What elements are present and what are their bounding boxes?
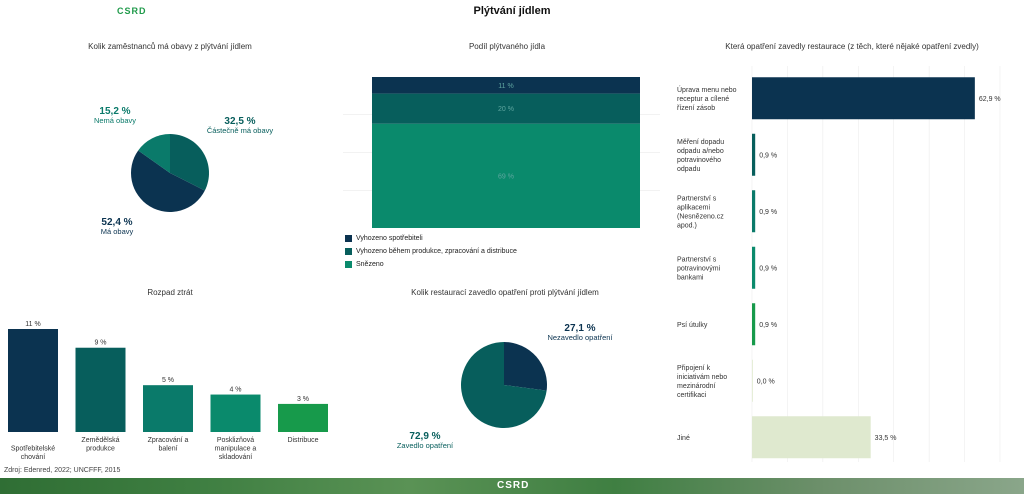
stacked-segment bbox=[372, 123, 640, 228]
hbar-category-label: odpadu bbox=[677, 166, 700, 173]
hbar bbox=[752, 190, 756, 233]
pie-measures-chart bbox=[460, 342, 547, 428]
bar-category-label: balení bbox=[158, 446, 177, 453]
pie-measures-title: Kolik restaurací zavedlo opatření proti … bbox=[411, 288, 599, 297]
hbar bbox=[752, 359, 753, 402]
hbar bbox=[752, 416, 871, 459]
stacked-segment-label: 11 % bbox=[498, 83, 513, 90]
stacked-share-chart: 11 % 20 % 69 % bbox=[343, 77, 660, 228]
pie-slice bbox=[131, 150, 205, 212]
hbar bbox=[752, 133, 756, 176]
legend-item: Vyhozeno spotřebiteli bbox=[345, 232, 517, 245]
pie-slice bbox=[138, 134, 170, 173]
hbar-category-label: odpadu a/nebo bbox=[677, 148, 724, 155]
stacked-title: Podíl plýtvaného jídla bbox=[468, 42, 546, 51]
bar-value-label: 3 % bbox=[297, 396, 309, 403]
pie2-label-yes: 72,9 % Zavedlo opatření bbox=[396, 431, 454, 450]
bar-value-label: 4 % bbox=[229, 387, 241, 394]
bar bbox=[75, 347, 126, 432]
hbar-category-label: (Nesnězeno.cz bbox=[677, 213, 724, 220]
footer-banner bbox=[0, 478, 1024, 494]
hbar-category-label: Připojení k bbox=[677, 365, 711, 372]
measures-hbar-chart: 62,9 % Úprava menu nebo receptur a cílené ř… bbox=[677, 66, 1001, 462]
hbar-category-label: certifikaci bbox=[677, 392, 707, 399]
hbar-category-label: bankami bbox=[677, 274, 704, 281]
measures-title: Která opatření zavedly restaurace (z těc… bbox=[725, 42, 979, 51]
page-title: Plýtvání jídlem bbox=[473, 5, 551, 17]
hbar-category-label: řízení zásob bbox=[677, 105, 715, 112]
bar-category-label: chování bbox=[21, 454, 46, 461]
hbar-value-label: 0,9 % bbox=[759, 322, 777, 329]
hbar-category-label: Měření dopadu bbox=[677, 139, 724, 146]
bar-category-label: Zemědělská bbox=[81, 437, 119, 444]
hbar-value-label: 0,0 % bbox=[757, 378, 775, 385]
hbar-category-label: Jiné bbox=[677, 435, 690, 442]
csrd-logo: CSRD bbox=[117, 6, 147, 16]
hbar-category-label: iniciativám nebo bbox=[677, 374, 727, 381]
hbar bbox=[752, 77, 975, 120]
bar bbox=[143, 385, 193, 432]
hbar-value-label: 0,9 % bbox=[759, 209, 777, 216]
bar-category-label: skladování bbox=[219, 454, 253, 461]
pie2-label-not: 27,1 % Nezavedlo opatření bbox=[547, 323, 613, 342]
hbar-value-label: 0,9 % bbox=[759, 152, 777, 159]
stacked-segment bbox=[372, 93, 640, 124]
bar bbox=[210, 394, 261, 432]
hbar bbox=[752, 246, 756, 289]
hbar-value-label: 0,9 % bbox=[759, 265, 777, 272]
hbar-category-label: aplikacemi bbox=[677, 204, 711, 211]
hbar-value-label: 33,5 % bbox=[875, 435, 897, 442]
bar-category-label: manipulace a bbox=[215, 446, 257, 453]
pie-slice bbox=[504, 342, 547, 391]
bar-category-label: produkce bbox=[86, 446, 115, 453]
hbar-category-label: potravinového bbox=[677, 157, 721, 164]
bar-value-label: 11 % bbox=[25, 321, 40, 328]
pie-concern-chart bbox=[131, 134, 210, 212]
hbar-category-label: apod.) bbox=[677, 222, 697, 229]
bar-category-label: Zpracování a bbox=[148, 437, 189, 444]
bar-category-label: Distribuce bbox=[287, 437, 318, 444]
hbar-category-label: Psí útulky bbox=[677, 322, 708, 329]
hbar-category-label: mezinárodní bbox=[677, 383, 716, 390]
stacked-segment bbox=[372, 77, 640, 94]
stacked-legend: Vyhozeno spotřebiteli Vyhozeno během pro… bbox=[345, 232, 517, 271]
stacked-segment-label: 69 % bbox=[498, 173, 514, 180]
legend-item: Vyhozeno během produkce, zpracování a di… bbox=[345, 245, 517, 258]
losses-title: Rozpad ztrát bbox=[147, 288, 193, 297]
source-note: Zdroj: Edenred, 2022; UNCFFF, 2015 bbox=[4, 467, 121, 474]
bar-category-label: Posklizňová bbox=[217, 437, 254, 444]
pie1-label-no-concern: 15,2 % Nemá obavy bbox=[93, 106, 137, 125]
bar bbox=[8, 329, 58, 432]
footer-logo: CSRD bbox=[497, 480, 530, 491]
hbar bbox=[752, 303, 756, 346]
pie1-label-concern: 52,4 % Má obavy bbox=[100, 217, 134, 236]
legend-item: Snězeno bbox=[345, 258, 517, 271]
pie-concern-title: Kolik zaměstnanců má obavy z plýtvání jí… bbox=[88, 42, 252, 51]
hbar-value-label: 62,9 % bbox=[979, 96, 1001, 103]
hbar-category-label: potravinovými bbox=[677, 265, 721, 272]
hbar-category-label: Partnerství s bbox=[677, 195, 717, 202]
bar-category-label: Spotřebitelské bbox=[11, 446, 55, 453]
stacked-segment-label: 20 % bbox=[498, 106, 514, 113]
bar-value-label: 5 % bbox=[162, 377, 174, 384]
bar bbox=[278, 403, 328, 432]
hbar-category-label: Partnerství s bbox=[677, 256, 717, 263]
pie-slice bbox=[170, 134, 210, 191]
hbar-category-label: Úprava menu nebo bbox=[677, 85, 737, 94]
bar-value-label: 9 % bbox=[94, 340, 106, 347]
pie1-label-partial: 32,5 % Částečně má obavy bbox=[206, 116, 274, 135]
hbar-category-label: receptur a cílené bbox=[677, 96, 729, 103]
pie-slice bbox=[460, 342, 547, 428]
